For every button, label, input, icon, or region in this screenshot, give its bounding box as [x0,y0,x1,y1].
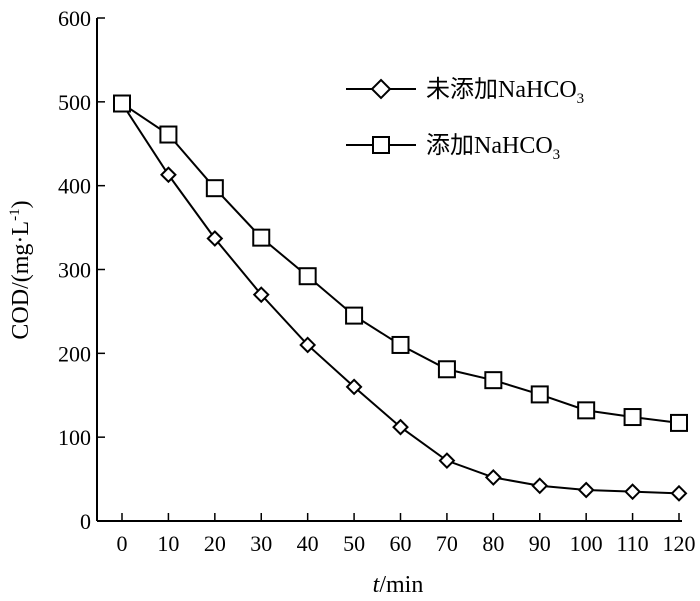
x-tick-label: 80 [482,531,504,556]
legend-label-with-nahco3-main: 添加NaHCO [426,132,553,159]
y-axis-title-main: COD/(mg·L [8,221,34,340]
square-point [484,371,503,390]
y-tick-label: 100 [58,425,91,450]
y-tick-label: 400 [58,174,91,199]
series-line [121,102,680,424]
legend-diamond-marker [370,78,392,100]
legend-item-no-nahco3: 未添加NaHCO3 [346,76,584,107]
y-tick-label: 0 [80,509,91,534]
square-point [391,335,410,354]
ticks: 0 100 200 300 400 500 600 0 10 20 30 40 50 60 70 80 90 10… [58,6,696,556]
x-tick-label: 0 [117,531,128,556]
square-point [252,228,271,247]
diamond-point [577,481,595,499]
x-tick-label: 50 [343,531,365,556]
square-point [437,360,456,379]
diamond-point [438,452,456,470]
legend-square-marker [372,136,390,154]
diamond-point [624,483,641,501]
diamond-point [670,484,688,502]
diamond-point [531,477,549,495]
x-tick-label: 40 [297,531,319,556]
series-with-nahco3 [113,94,688,432]
x-tick-label: 110 [616,531,648,556]
y-axis-title: COD/(mg·L-1) [7,200,34,339]
x-axis-title-var: t [373,572,381,598]
x-tick-label: 20 [204,531,226,556]
y-axis-title-close: ) [8,200,34,208]
y-tick-label: 600 [58,6,91,31]
square-point [623,408,642,427]
x-tick-label: 120 [663,531,696,556]
x-axis-title-unit: /min [379,572,423,598]
legend-label-no-nahco3: 未添加NaHCO3 [426,76,584,107]
square-point [345,306,364,325]
y-tick-label: 500 [58,90,91,115]
square-point [577,401,596,420]
axes [96,18,682,522]
x-tick-label: 70 [436,531,458,556]
diamond-point [345,378,363,396]
series-layer [113,94,688,502]
square-point [159,125,178,144]
y-axis-title-sup: -1 [7,208,23,221]
legend-label-no-nahco3-sub: 3 [577,91,585,107]
x-tick-label: 30 [250,531,272,556]
series-no-nahco3 [113,95,688,502]
square-point [670,413,688,432]
legend-label-with-nahco3: 添加NaHCO3 [426,132,560,163]
diamond-point [206,230,224,247]
square-point [530,385,549,404]
legend-item-with-nahco3: 添加NaHCO3 [346,132,560,163]
x-tick-label: 90 [529,531,551,556]
y-tick-label: 200 [58,341,91,366]
x-tick-label: 60 [390,531,412,556]
square-point [298,267,317,286]
x-tick-label: 10 [157,531,179,556]
legend-label-with-nahco3-sub: 3 [553,147,561,163]
y-tick-label: 300 [58,258,91,283]
diamond-point [392,418,409,436]
x-tick-label: 100 [570,531,603,556]
square-point [113,94,131,113]
legend: 未添加NaHCO3 添加NaHCO3 [346,76,584,163]
diamond-point [484,468,502,486]
diamond-point [299,336,317,354]
x-axis-title: t/min [373,572,424,598]
square-point [205,179,224,198]
diamond-point [160,166,177,184]
legend-label-no-nahco3-main: 未添加NaHCO [426,76,577,103]
diamond-point [252,286,270,304]
